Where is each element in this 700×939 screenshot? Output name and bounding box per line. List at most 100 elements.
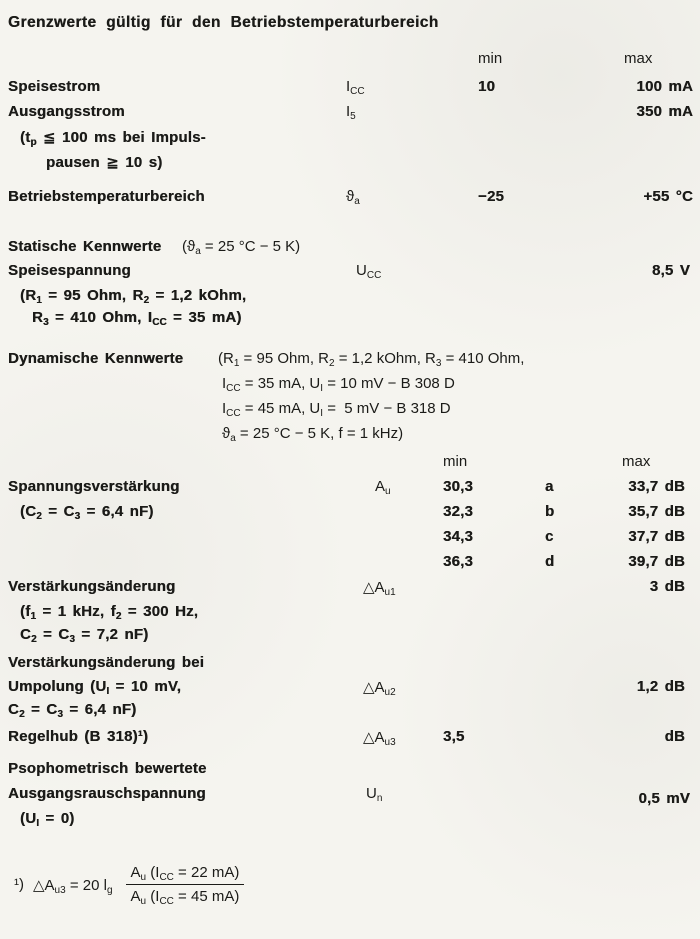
dynamic-condition-2: ICC = 35 mA, UI = 10 mV − B 308 D [222,375,455,394]
dynamic-condition-1: (R1 = 95 Ohm, R2 = 1,2 kOhm, R3 = 410 Oh… [218,350,525,369]
ausgangsstrom-label: Ausgangsstrom [8,103,125,120]
table-row: (R1 = 95 Ohm, R2 = 1,2 kOhm, [0,287,700,311]
variant-b-min: 32,3 [443,503,473,520]
verstaerkungsaenderung1-condition-1: (f1 = 1 kHz, f2 = 300 Hz, [20,603,199,622]
variant-c-letter: c [545,528,554,545]
table-row: Psophometrisch bewertete [0,760,700,784]
table-row: C2 = C3 = 7,2 nF) [0,626,700,650]
spannungsverstaerkung-label: Spannungsverstärkung [8,478,180,495]
speisestrom-symbol: ICC [346,78,365,97]
max-column-header: max [622,453,651,470]
variant-d-min: 36,3 [443,553,473,570]
regelhub-min: 3,5 [443,728,465,745]
table-row: R3 = 410 Ohm, ICC = 35 mA) [0,309,700,333]
min-column-header: min [478,50,503,67]
dynamic-column-headers: min max [0,453,700,477]
speisestrom-label: Speisestrom [8,78,101,95]
verstaerkungsaenderung1-symbol: △Au1 [363,579,396,598]
table-row: C2 = C3 = 6,4 nF) [0,701,700,725]
table-row: ICC = 45 mA, UI = 5 mV − B 318 D [0,400,700,424]
table-row: pausen ≧ 10 s) [0,153,700,177]
table-row: Ausgangsstrom I5 350 mA [0,103,700,127]
table-row: ICC = 35 mA, UI = 10 mV − B 308 D [0,375,700,399]
regelhub-symbol: △Au3 [363,729,396,748]
verstaerkungsaenderung2-symbol: △Au2 [363,679,396,698]
table-row: (f1 = 1 kHz, f2 = 300 Hz, [0,603,700,627]
ausgangsstrom-symbol: I5 [346,103,356,122]
fraction-numerator: Au (ICC = 22 mA) [125,864,245,885]
spannungsverstaerkung-condition: (C2 = C3 = 6,4 nF) [20,503,154,522]
verstaerkungsaenderung1-label: Verstärkungsänderung [8,578,176,595]
speisespannung-max: 8,5 V [651,262,690,279]
dynamic-condition-4: ϑa = 25 °C − 5 K, f = 1 kHz) [222,425,404,444]
table-row: (C2 = C3 = 6,4 nF) 32,3 b 35,7 dB [0,503,700,527]
variant-a-max: 33,7 dB [628,478,685,495]
variant-b-letter: b [545,503,555,520]
betriebstemperatur-symbol: ϑa [346,188,360,207]
footnote-fraction: Au (ICC = 22 mA) Au (ICC = 45 mA) [125,864,245,907]
table-row: (UI = 0) [0,810,700,834]
min-column-header: min [443,453,468,470]
speisestrom-min: 10 [478,78,496,95]
static-heading-condition: (ϑa = 25 °C − 5 K) [182,238,301,257]
speisespannung-condition-2: R3 = 410 Ohm, ICC = 35 mA) [32,309,242,328]
table-row: 34,3 c 37,7 dB [0,528,700,552]
table-row: (tp ≦ 100 ms bei Impuls- [0,128,700,152]
regelhub-max: dB [664,728,685,745]
variant-c-min: 34,3 [443,528,473,545]
limits-section-header: Grenzwerte gültig für den Betriebstemper… [0,14,700,38]
fraction-denominator: Au (ICC = 45 mA) [130,888,240,907]
ausgangsstrom-condition-1: (tp ≦ 100 ms bei Impuls- [20,129,206,148]
dynamic-section-header: Dynamische Kennwerte (R1 = 95 Ohm, R2 = … [0,350,700,374]
rauschspannung-symbol: Un [366,785,383,804]
verstaerkungsaenderung2-max: 1,2 dB [636,678,685,695]
table-row: Verstärkungsänderung bei [0,654,700,678]
ausgangsstrom-condition-2: pausen ≧ 10 s) [46,154,163,171]
variant-a-letter: a [545,478,554,495]
max-column-header: max [624,50,653,67]
static-section-header: Statische Kennwerte (ϑa = 25 °C − 5 K) [0,238,700,262]
table-row: Speisestrom ICC 10 100 mA [0,78,700,102]
verstaerkungsaenderung2-label-2: Umpolung (UI = 10 mV, [8,678,182,697]
table-row: Ausgangsrauschspannung Un 0,5 mV [0,785,700,809]
table-row: 36,3 d 39,7 dB [0,553,700,577]
verstaerkungsaenderung1-condition-2: C2 = C3 = 7,2 nF) [20,626,149,645]
speisespannung-label: Speisespannung [8,262,131,279]
betriebstemperatur-min: −25 [478,188,505,205]
rauschspannung-label-3: (UI = 0) [20,810,75,829]
dynamic-condition-3: ICC = 45 mA, UI = 5 mV − B 318 D [222,400,451,419]
dynamic-heading: Dynamische Kennwerte [8,350,184,367]
variant-b-max: 35,7 dB [628,503,685,520]
betriebstemperatur-max: +55 °C [643,188,693,205]
verstaerkungsaenderung2-label-1: Verstärkungsänderung bei [8,654,205,671]
table-row: Spannungsverstärkung Au 30,3 a 33,7 dB [0,478,700,502]
variant-d-letter: d [545,553,555,570]
footnote-marker: ¹) [14,876,24,893]
rauschspannung-label-2: Ausgangsrauschspannung [8,785,206,802]
table-row: Speisespannung UCC 8,5 V [0,262,700,286]
page-title: Grenzwerte gültig für den Betriebstemper… [8,14,439,31]
variant-d-max: 39,7 dB [628,553,685,570]
limits-column-headers: min max [0,50,700,74]
spannungsverstaerkung-symbol: Au [375,478,391,497]
footnote-equation-lhs: △Au3 = 20 lg [33,876,113,896]
rauschspannung-label-1: Psophometrisch bewertete [8,760,207,777]
table-row: Umpolung (UI = 10 mV, △Au2 1,2 dB [0,678,700,702]
rauschspannung-max: 0,5 mV [638,790,690,807]
table-row: Regelhub (B 318)¹) △Au3 3,5 dB [0,728,700,752]
table-row: ϑa = 25 °C − 5 K, f = 1 kHz) [0,425,700,449]
table-row: Betriebstemperaturbereich ϑa −25 +55 °C [0,188,700,212]
speisestrom-max: 100 mA [636,78,693,95]
verstaerkungsaenderung1-max: 3 dB [649,578,685,595]
static-heading: Statische Kennwerte [8,238,162,255]
variant-c-max: 37,7 dB [628,528,685,545]
variant-a-min: 30,3 [443,478,473,495]
footnote-formula: ¹) △Au3 = 20 lg Au (ICC = 22 mA) Au (ICC… [14,864,245,907]
ausgangsstrom-max: 350 mA [636,103,693,120]
betriebstemperatur-label: Betriebstemperaturbereich [8,188,205,205]
speisespannung-condition-1: (R1 = 95 Ohm, R2 = 1,2 kOhm, [20,287,247,306]
regelhub-label: Regelhub (B 318)¹) [8,728,149,745]
verstaerkungsaenderung2-label-3: C2 = C3 = 6,4 nF) [8,701,137,720]
speisespannung-symbol: UCC [356,262,382,281]
